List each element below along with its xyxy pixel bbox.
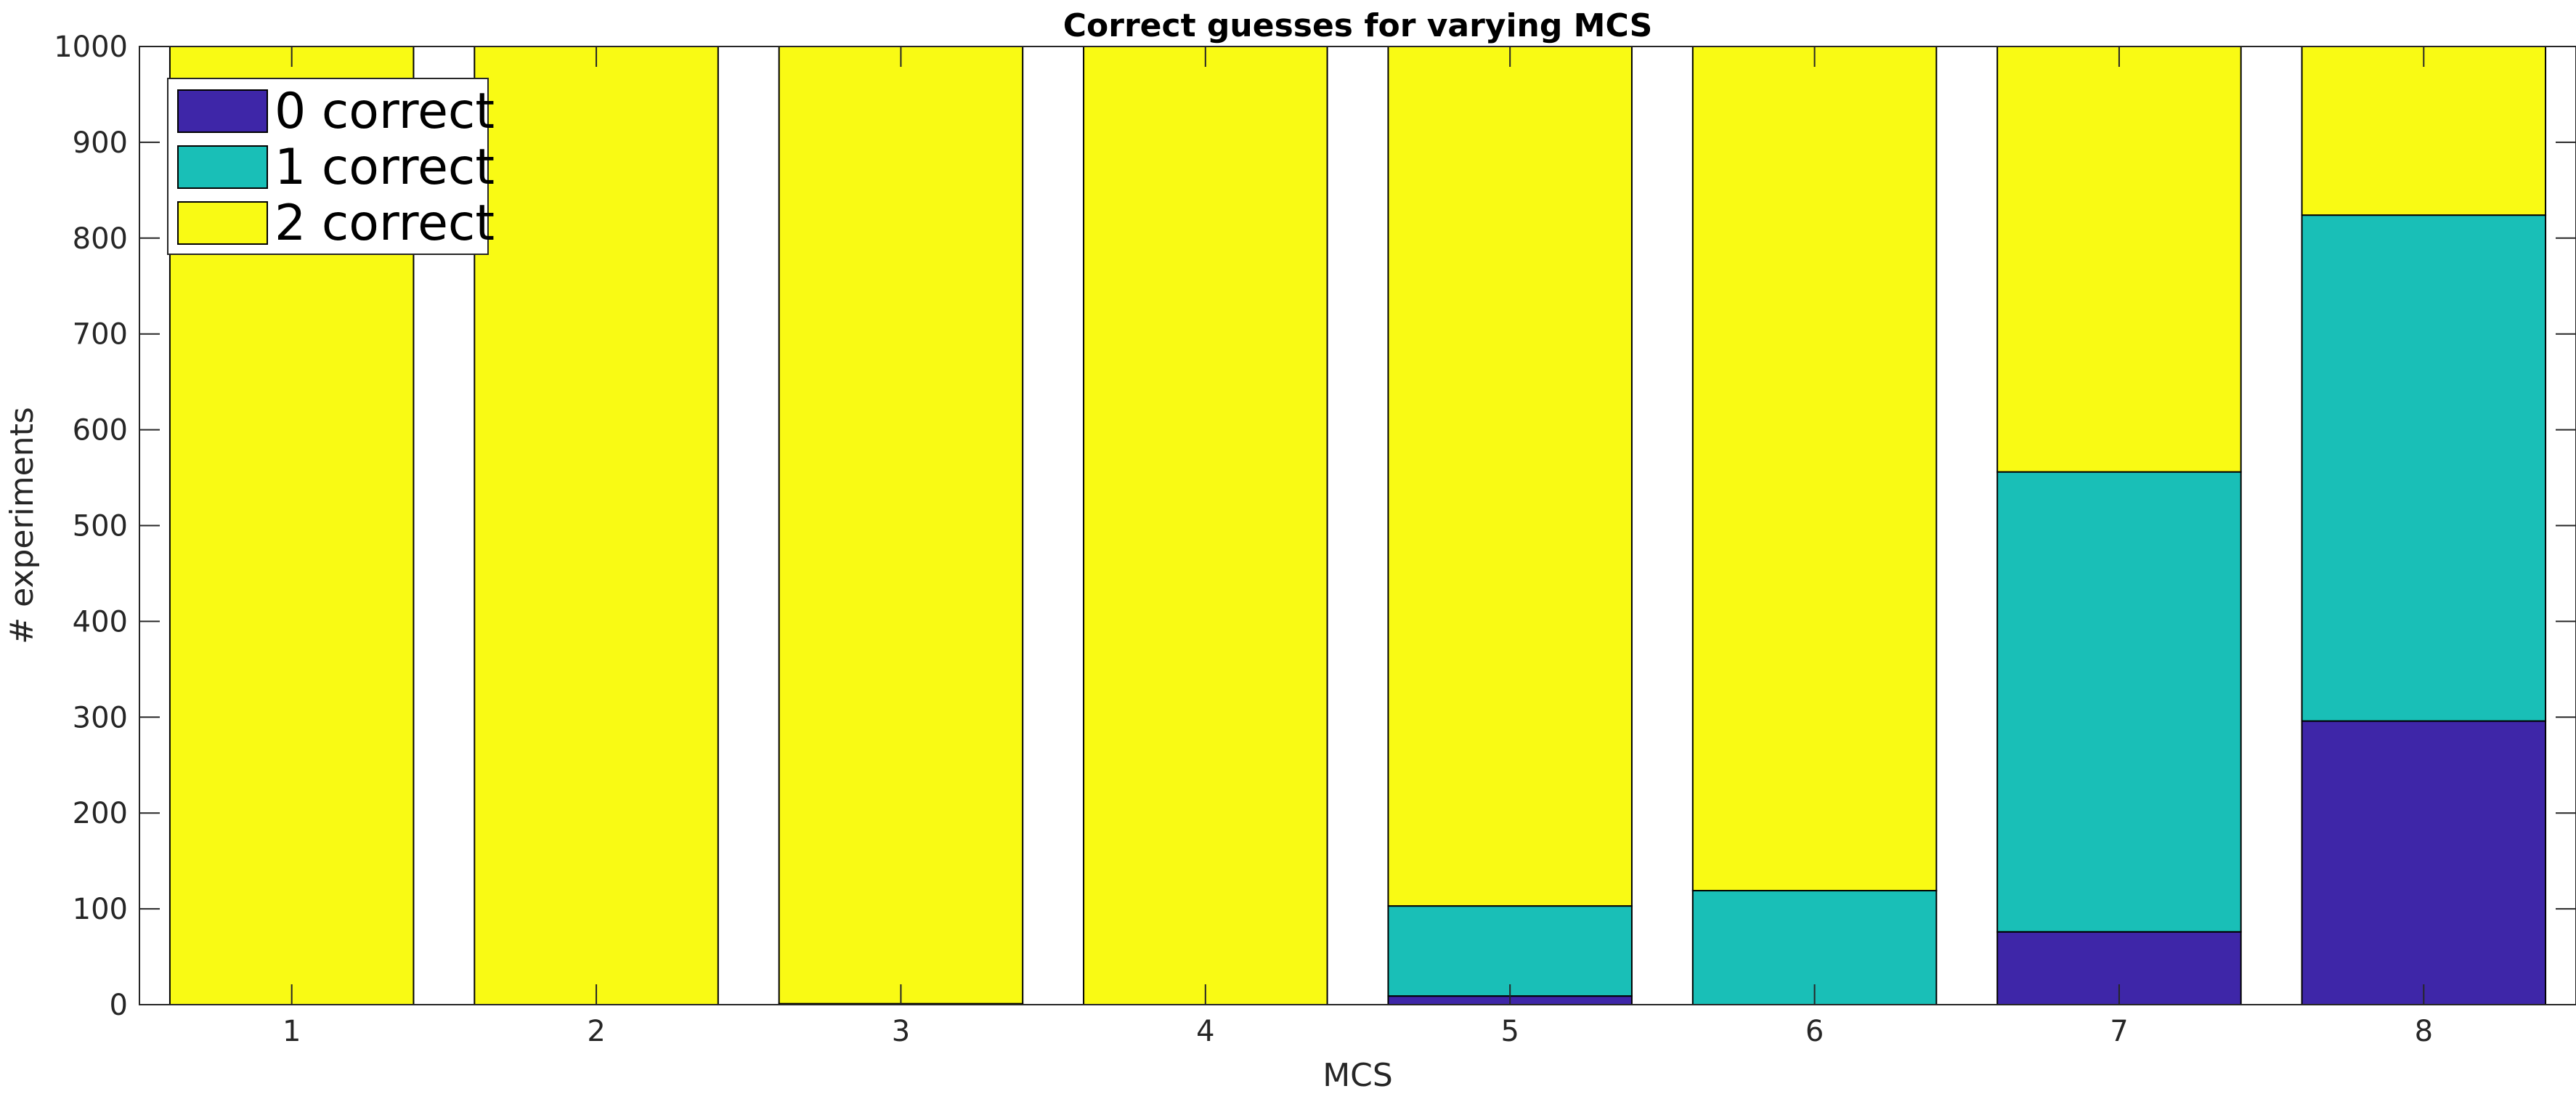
y-tick-label: 300 (73, 701, 128, 734)
legend-label-0: 0 correct (275, 83, 495, 140)
y-tick-label: 400 (73, 605, 128, 639)
x-tick-label: 7 (2110, 1015, 2128, 1048)
x-tick-label: 1 (283, 1015, 301, 1048)
bar-mcs-5-series-2 (1387, 46, 1633, 907)
y-tick-label: 200 (73, 797, 128, 830)
bars-group (168, 46, 2547, 1006)
legend-label-1: 1 correct (275, 139, 495, 196)
x-tick-label: 3 (892, 1015, 910, 1048)
bar-mcs-7-series-1 (1996, 471, 2242, 933)
bar-mcs-2-series-2 (474, 46, 719, 1005)
y-tick-label: 500 (73, 510, 128, 543)
bar-mcs-7-series-2 (1996, 46, 2242, 473)
legend-swatch-0 (177, 89, 268, 133)
bar-mcs-8-series-2 (2301, 46, 2547, 216)
legend-label-2: 2 correct (275, 195, 495, 252)
legend-swatch-2 (177, 201, 268, 245)
y-tick-label: 100 (73, 893, 128, 926)
y-tick-label: 700 (73, 318, 128, 352)
bar-mcs-5-series-1 (1387, 905, 1633, 997)
chart-title: Correct guesses for varying MCS (1063, 7, 1653, 44)
y-tick-label: 0 (110, 989, 128, 1022)
axes-group: 0 100 200 300 400 500 600 700 800 900 1000 1 2 3 4 5 6 7 8 (54, 31, 2576, 1048)
y-tick-label: 800 (73, 222, 128, 256)
bar-mcs-3-series-2 (778, 46, 1024, 1005)
y-axis-label: # experiments (4, 407, 41, 644)
x-tick-label: 8 (2415, 1015, 2433, 1048)
bar-mcs-6-series-2 (1691, 46, 1938, 892)
x-tick-label: 5 (1500, 1015, 1519, 1048)
x-tick-label: 6 (1805, 1015, 1824, 1048)
y-tick-label: 900 (73, 126, 128, 160)
bar-mcs-8-series-0 (2301, 720, 2547, 1005)
bar-mcs-8-series-1 (2301, 214, 2547, 722)
y-tick-label: 600 (73, 414, 128, 447)
bar-mcs-4-series-2 (1083, 46, 1328, 1005)
x-axis-label: MCS (1322, 1057, 1393, 1094)
x-tick-label: 4 (1196, 1015, 1214, 1048)
x-tick-label: 2 (587, 1015, 605, 1048)
legend-swatch-1 (177, 145, 268, 189)
y-tick-label: 1000 (54, 31, 128, 64)
